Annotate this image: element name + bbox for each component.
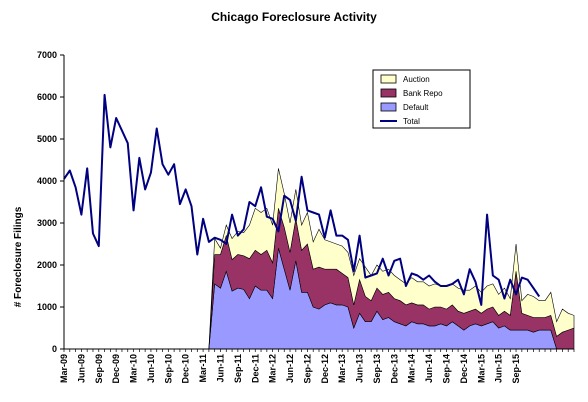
- y-axis-ticks: 0 1000 2000 3000 4000 5000 6000 7000: [37, 50, 64, 354]
- x-tick-label: Dec-11: [250, 354, 260, 383]
- x-tick-label: Mar-13: [337, 354, 347, 383]
- total-line-group: [63, 93, 541, 306]
- y-tick-label: 0: [52, 344, 57, 354]
- x-axis-ticks: Mar-09 Jun-09 Sep-09 Dec-09 Mar-10 Jun-10 Sep-…: [59, 349, 575, 384]
- y-tick-label: 5000: [37, 134, 57, 144]
- y-tick-label: 3000: [37, 218, 57, 228]
- x-tick-label: Sep-11: [233, 354, 243, 383]
- legend-swatch-auction: [380, 74, 397, 84]
- y-tick-label: 2000: [37, 260, 57, 270]
- x-tick-label: Sep-14: [442, 354, 452, 384]
- y-tick-label: 4000: [37, 176, 57, 186]
- x-tick-label: Dec-09: [111, 354, 121, 384]
- x-tick-label: Sep-12: [302, 354, 312, 384]
- x-tick-label: Sep-10: [163, 354, 173, 384]
- legend-swatch-bank-repo: [380, 88, 397, 98]
- y-tick-label: 6000: [37, 92, 57, 102]
- legend-label-auction: Auction: [403, 75, 430, 84]
- legend-label-total: Total: [403, 117, 420, 126]
- x-tick-label: Dec-10: [181, 354, 191, 384]
- x-tick-label: Sep-15: [511, 354, 521, 384]
- x-tick-label: Jun-12: [285, 354, 295, 383]
- x-tick-label: Mar-10: [129, 354, 139, 383]
- x-tick-label: Mar-15: [476, 354, 486, 383]
- x-tick-label: Jun-13: [355, 354, 365, 383]
- x-tick-label: Mar-14: [407, 354, 417, 383]
- line-total: [63, 93, 541, 306]
- chart-title: Chicago Foreclosure Activity: [211, 10, 377, 24]
- x-tick-label: Jun-10: [146, 354, 156, 383]
- legend-swatch-default: [380, 102, 397, 112]
- x-tick-label: Sep-09: [94, 354, 104, 384]
- y-tick-label: 7000: [37, 50, 57, 60]
- x-tick-label: Mar-12: [268, 354, 278, 383]
- x-tick-label: Dec-13: [389, 354, 399, 384]
- x-tick-label: Mar-11: [198, 354, 208, 383]
- area-auction: [208, 168, 575, 350]
- x-tick-label: Jun-09: [76, 354, 86, 383]
- x-tick-label: Jun-11: [215, 354, 225, 383]
- x-tick-label: Mar-09: [59, 354, 69, 383]
- legend-label-bank-repo: Bank Repo: [403, 89, 443, 98]
- y-axis-title: # Foreclosure Filings: [13, 206, 24, 307]
- x-tick-label: Dec-12: [320, 354, 330, 384]
- x-tick-label: Dec-14: [459, 354, 469, 384]
- x-tick-label: Jun-15: [494, 354, 504, 383]
- legend: Auction Bank Repo Default Total: [372, 69, 471, 129]
- x-tick-label: Sep-13: [372, 354, 382, 384]
- y-tick-label: 1000: [37, 302, 57, 312]
- legend-label-default: Default: [403, 103, 429, 112]
- x-tick-label: Jun-14: [424, 354, 434, 383]
